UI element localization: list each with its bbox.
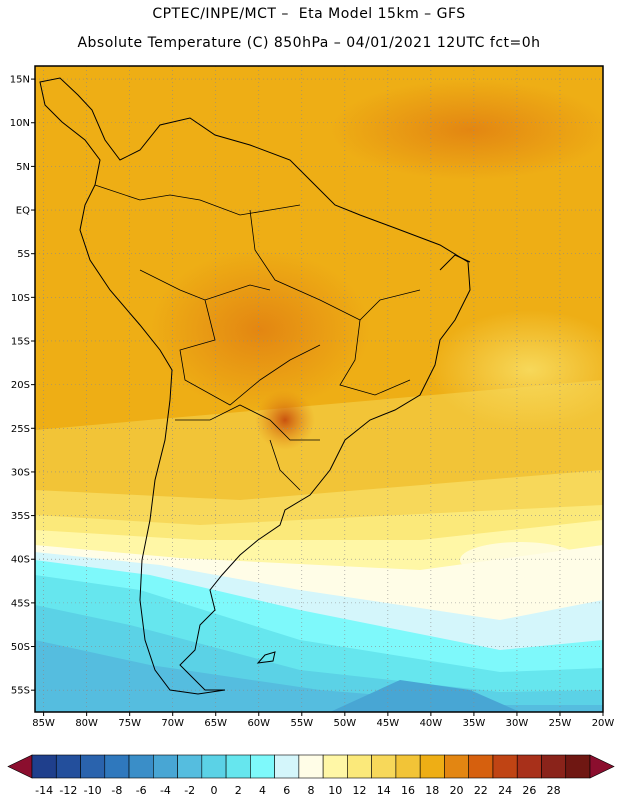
latitude-labels: 15N 10N 5N EQ 5S 10S 15S 20S 25S 30S 35S 40S 45S 50S 5… bbox=[10, 75, 35, 697]
colorbar-tick-label: 4 bbox=[259, 784, 266, 797]
lat-label: 20S bbox=[11, 380, 30, 391]
colorbar-tick-label: 26 bbox=[522, 784, 536, 797]
lat-label: 45S bbox=[11, 598, 30, 609]
country-borders bbox=[94, 184, 421, 491]
lat-label: 30S bbox=[11, 467, 30, 478]
colorbar-cell bbox=[177, 754, 203, 779]
colorbar-tick-label: -12 bbox=[59, 784, 77, 797]
lon-label: 65W bbox=[204, 718, 227, 729]
colorbar-tick-label: 0 bbox=[210, 784, 217, 797]
lon-label: 25W bbox=[549, 718, 572, 729]
colorbar-tick-label: 22 bbox=[474, 784, 488, 797]
colorbar-tick-label: 2 bbox=[235, 784, 242, 797]
lat-label: 40S bbox=[11, 555, 30, 566]
colorbar-cell bbox=[128, 754, 154, 779]
lat-label: 5S bbox=[17, 249, 30, 260]
lat-label: 25S bbox=[11, 424, 30, 435]
title-line-1: CPTEC/INPE/MCT – Eta Model 15km – GFS bbox=[152, 6, 466, 22]
colorbar-arrow-high bbox=[589, 754, 615, 779]
colorbar-cell bbox=[322, 754, 348, 779]
colorbar-cell bbox=[468, 754, 494, 779]
lon-label: 80W bbox=[75, 718, 98, 729]
lat-label: 10N bbox=[10, 118, 30, 129]
title-line-2: Absolute Temperature (C) 850hPa – 04/01/… bbox=[77, 35, 541, 51]
lon-label: 55W bbox=[290, 718, 313, 729]
colorbar-cell bbox=[31, 754, 57, 779]
colorbar-tick-label: -2 bbox=[184, 784, 195, 797]
lat-label: 35S bbox=[11, 511, 30, 522]
temperature-field bbox=[35, 66, 603, 712]
colorbar-tick-label: 8 bbox=[308, 784, 315, 797]
colorbar-tick-label: 6 bbox=[283, 784, 290, 797]
colorbar-cell bbox=[371, 754, 397, 779]
colorbar-cell bbox=[274, 754, 300, 779]
map-gridlines bbox=[35, 66, 604, 712]
coastline bbox=[39, 77, 471, 695]
lon-label: 70W bbox=[161, 718, 184, 729]
lon-label: 40W bbox=[420, 718, 443, 729]
lon-label: 30W bbox=[506, 718, 529, 729]
colorbar-tick-label: 12 bbox=[353, 784, 367, 797]
lat-label: EQ bbox=[16, 206, 30, 217]
colorbar-cell bbox=[201, 754, 227, 779]
colorbar-cell bbox=[565, 754, 591, 779]
colorbar-tick-labels: -14 -12 -10 -8 -6 -4 -2 0 2 4 6 8 10 12 14 16 18 20 22 24 26… bbox=[35, 784, 560, 797]
colorbar-cell bbox=[541, 754, 567, 779]
colorbar-cells bbox=[7, 754, 615, 779]
colorbar-cell bbox=[395, 754, 421, 779]
colorbar-tick-label: 20 bbox=[450, 784, 464, 797]
longitude-labels: 85W 80W 75W 70W 65W 60W 55W 50W 45W 40W 35W 30W 25W 2… bbox=[32, 712, 614, 729]
colorbar-tick-label: -8 bbox=[111, 784, 122, 797]
colorbar-cell bbox=[347, 754, 372, 779]
colorbar-tick-label: 10 bbox=[328, 784, 342, 797]
colorbar-tick-label: 28 bbox=[547, 784, 561, 797]
colorbar-tick-label: -10 bbox=[84, 784, 102, 797]
colorbar-cell bbox=[444, 754, 469, 779]
colorbar-tick-label: -4 bbox=[160, 784, 171, 797]
colorbar-tick-label: -14 bbox=[35, 784, 53, 797]
colorbar-cell bbox=[55, 754, 81, 779]
colorbar-tick-label: 24 bbox=[498, 784, 512, 797]
map-frame bbox=[34, 65, 604, 713]
lon-label: 85W bbox=[32, 718, 55, 729]
colorbar-cell bbox=[298, 754, 324, 779]
colorbar-tick-label: 18 bbox=[425, 784, 439, 797]
lat-label: 10S bbox=[11, 293, 30, 304]
lat-label: 15S bbox=[11, 336, 30, 347]
lon-label: 50W bbox=[334, 718, 357, 729]
colorbar-tick-label: 14 bbox=[377, 784, 391, 797]
lon-label: 45W bbox=[377, 718, 400, 729]
lon-label: 20W bbox=[592, 718, 615, 729]
lon-label: 75W bbox=[118, 718, 141, 729]
lat-label: 50S bbox=[11, 642, 30, 653]
colorbar-cell bbox=[492, 754, 518, 779]
colorbar-cell bbox=[516, 754, 542, 779]
colorbar-cell bbox=[104, 754, 130, 779]
colorbar-cell bbox=[80, 754, 106, 779]
lon-label: 60W bbox=[247, 718, 270, 729]
colorbar-tick-label: -6 bbox=[136, 784, 147, 797]
lon-label: 35W bbox=[463, 718, 486, 729]
lat-label: 5N bbox=[16, 162, 30, 173]
colorbar-cell bbox=[225, 754, 251, 779]
colorbar-tick-label: 16 bbox=[401, 784, 415, 797]
lat-label: 55S bbox=[11, 686, 30, 697]
colorbar-cell bbox=[153, 754, 178, 779]
colorbar-cell bbox=[250, 754, 275, 779]
colorbar-cell bbox=[419, 754, 445, 779]
colorbar-arrow-low bbox=[7, 754, 33, 779]
lat-label: 15N bbox=[10, 75, 30, 86]
